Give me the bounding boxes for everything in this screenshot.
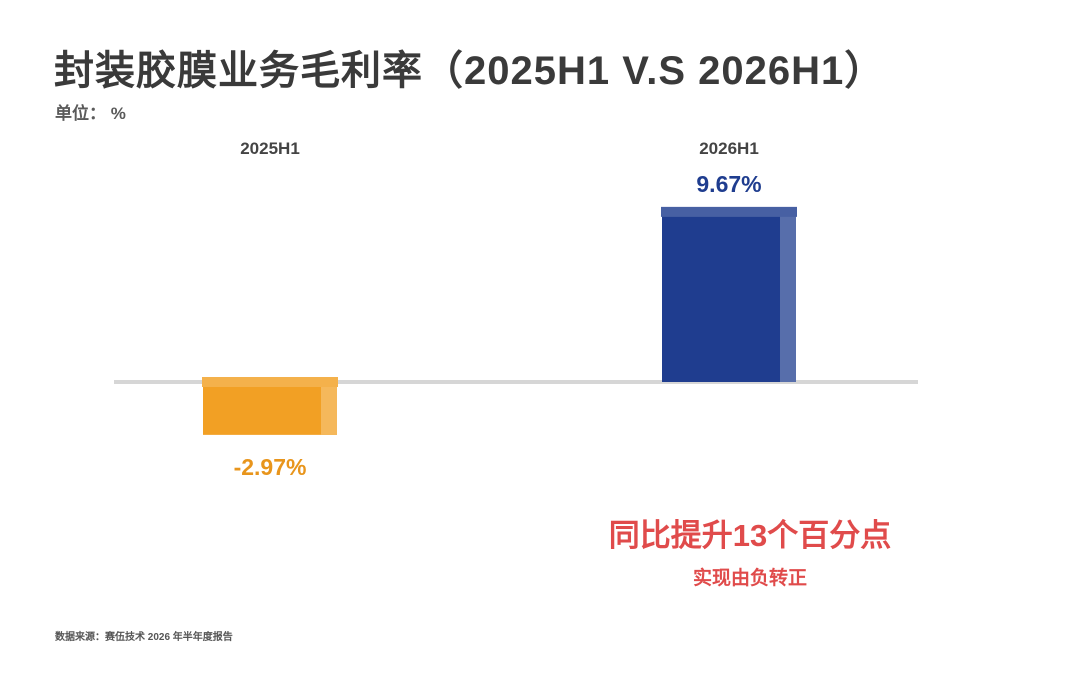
bar-2025H1 <box>203 382 337 435</box>
chart-baseline <box>114 380 918 384</box>
bar-side-2025H1 <box>321 382 337 435</box>
bar-cap-2025H1 <box>202 377 338 387</box>
chart-layer: 2025H1 -2.97% 2026H1 9.67% <box>114 139 918 480</box>
bar-2026H1 <box>662 209 796 382</box>
unit-label: 单位： % <box>55 104 126 123</box>
bar-group-2026H1 <box>661 206 797 382</box>
category-label-2025H1: 2025H1 <box>240 139 300 158</box>
annotation-main: 同比提升13个百分点 <box>608 518 892 553</box>
annotation-sub: 实现由负转正 <box>692 568 807 589</box>
bar-group-2025H1 <box>202 377 338 435</box>
bar-cap-2026H1 <box>661 206 797 217</box>
value-label-2025H1: -2.97% <box>234 454 307 480</box>
value-label-2026H1: 9.67% <box>696 171 761 197</box>
source-note: 数据来源：赛伍技术 2026 年半年度报告 <box>55 632 233 643</box>
category-label-2026H1: 2026H1 <box>699 139 759 158</box>
page-title: 封装胶膜业务毛利率（2025H1 V.S 2026H1） <box>54 49 886 93</box>
bar-side-2026H1 <box>780 209 796 382</box>
